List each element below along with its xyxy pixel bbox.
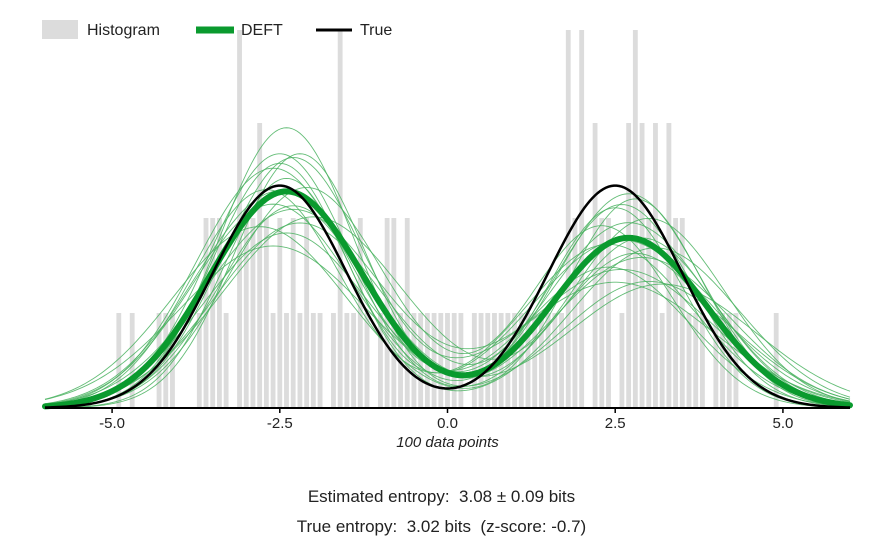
histogram-bar [592,123,598,408]
estimated-entropy-label: Estimated entropy: [307,487,450,506]
histogram-bar [686,313,692,408]
true-entropy-label: True entropy: [296,517,398,536]
histogram-bar [237,30,242,408]
true-entropy-line: True entropy: 3.02 bits (z-score: -0.7) [0,517,883,537]
histogram-bar [431,313,437,408]
histogram-bar [659,313,665,408]
estimated-entropy-line: Estimated entropy: 3.08 ± 0.09 bits [0,487,883,507]
true-entropy-value: 3.02 bits [406,517,471,536]
histogram-bar [250,218,256,408]
x-tick-label: 0.0 [437,415,458,432]
x-tick-label: -2.5 [267,415,293,432]
histogram-bar [411,313,417,408]
histogram-bar [129,313,135,408]
histogram-bar [599,218,605,408]
chart: -5.0 -2.5 0.0 2.5 5.0 100 data points Histog… [42,20,853,451]
histogram-bar [532,313,538,408]
z-score: (z-score: -0.7) [480,517,587,536]
deft-estimate-curve [42,188,853,410]
histogram-bar [351,313,356,408]
deft-sample-curve [44,187,851,409]
x-tick-label: 5.0 [772,415,793,432]
histogram-bar [693,313,699,408]
histogram-bar [170,313,175,408]
histogram-bar [357,218,363,408]
histogram-bar [720,313,725,408]
legend-swatch-histogram [42,20,78,39]
histogram-bar [284,313,289,408]
histogram-bar [445,313,450,408]
legend: Histogram DEFT True [42,20,392,39]
histogram-bar [606,218,611,408]
deft-sample-curve [44,203,851,409]
legend-label-true: True [360,22,392,39]
histogram-bar [492,313,497,408]
histogram-bar [639,123,645,408]
histogram-bar [545,313,551,408]
deft-sample-curve [44,204,851,408]
x-axis-label: 100 data points [396,434,499,451]
histogram-bar [270,313,276,408]
histogram-bar [451,313,457,408]
histogram-bar [485,313,491,408]
histogram-bar [344,313,350,408]
histogram-bar [438,313,444,408]
histogram-bar [713,313,719,408]
histogram-bar [579,30,585,408]
histogram-bar [378,313,383,408]
histogram-bar [163,313,169,408]
deft-sample-curve [44,198,851,408]
estimated-entropy-value: 3.08 ± 0.09 bits [459,487,576,506]
histogram-bar [458,313,464,408]
histogram-bar [156,313,162,408]
histogram-bar [626,123,632,408]
histogram-bar [196,313,202,408]
legend-label-histogram: Histogram [87,22,160,39]
histogram-bar [277,218,283,408]
histogram-bar [673,218,678,408]
x-tick-label: 2.5 [605,415,626,432]
histogram-bar [559,313,564,408]
histogram-bar [773,313,779,408]
histogram-bar [263,218,269,408]
histogram-bar [572,218,578,408]
histogram-bar [478,313,484,408]
histogram-bar [116,313,122,408]
histogram-bar [257,123,263,408]
histogram-bar [317,313,323,408]
histogram-bar [337,30,343,408]
histogram-bar [210,218,216,408]
histogram-bar [331,313,336,408]
legend-label-deft: DEFT [241,22,283,39]
histogram-bar [518,313,524,408]
histogram-bar [304,218,310,408]
histogram-bar [539,313,544,408]
x-axis-ticks: -5.0 -2.5 0.0 2.5 5.0 [99,408,793,432]
histogram-bar [398,313,403,408]
histogram-bar [243,218,249,408]
density-curves [42,184,853,410]
histogram-bar [404,218,410,408]
histogram-bar [653,123,658,408]
true-density-curve [44,184,851,409]
histogram-bar [217,218,222,408]
histogram-bar [619,313,625,408]
histogram-bar [552,313,558,408]
histogram-bar [223,313,229,408]
histogram-bar [364,313,370,408]
x-tick-label: -5.0 [99,415,125,432]
histogram-bar [646,218,652,408]
histogram-bar [666,123,672,408]
histogram-bar [565,30,571,408]
histogram-bar [297,313,303,408]
histogram-bar [290,218,296,408]
histogram-bar [310,313,316,408]
histogram-bar [632,30,638,408]
histogram-bars [116,30,779,408]
histogram-bar [700,313,705,408]
histogram-bar [733,313,739,408]
